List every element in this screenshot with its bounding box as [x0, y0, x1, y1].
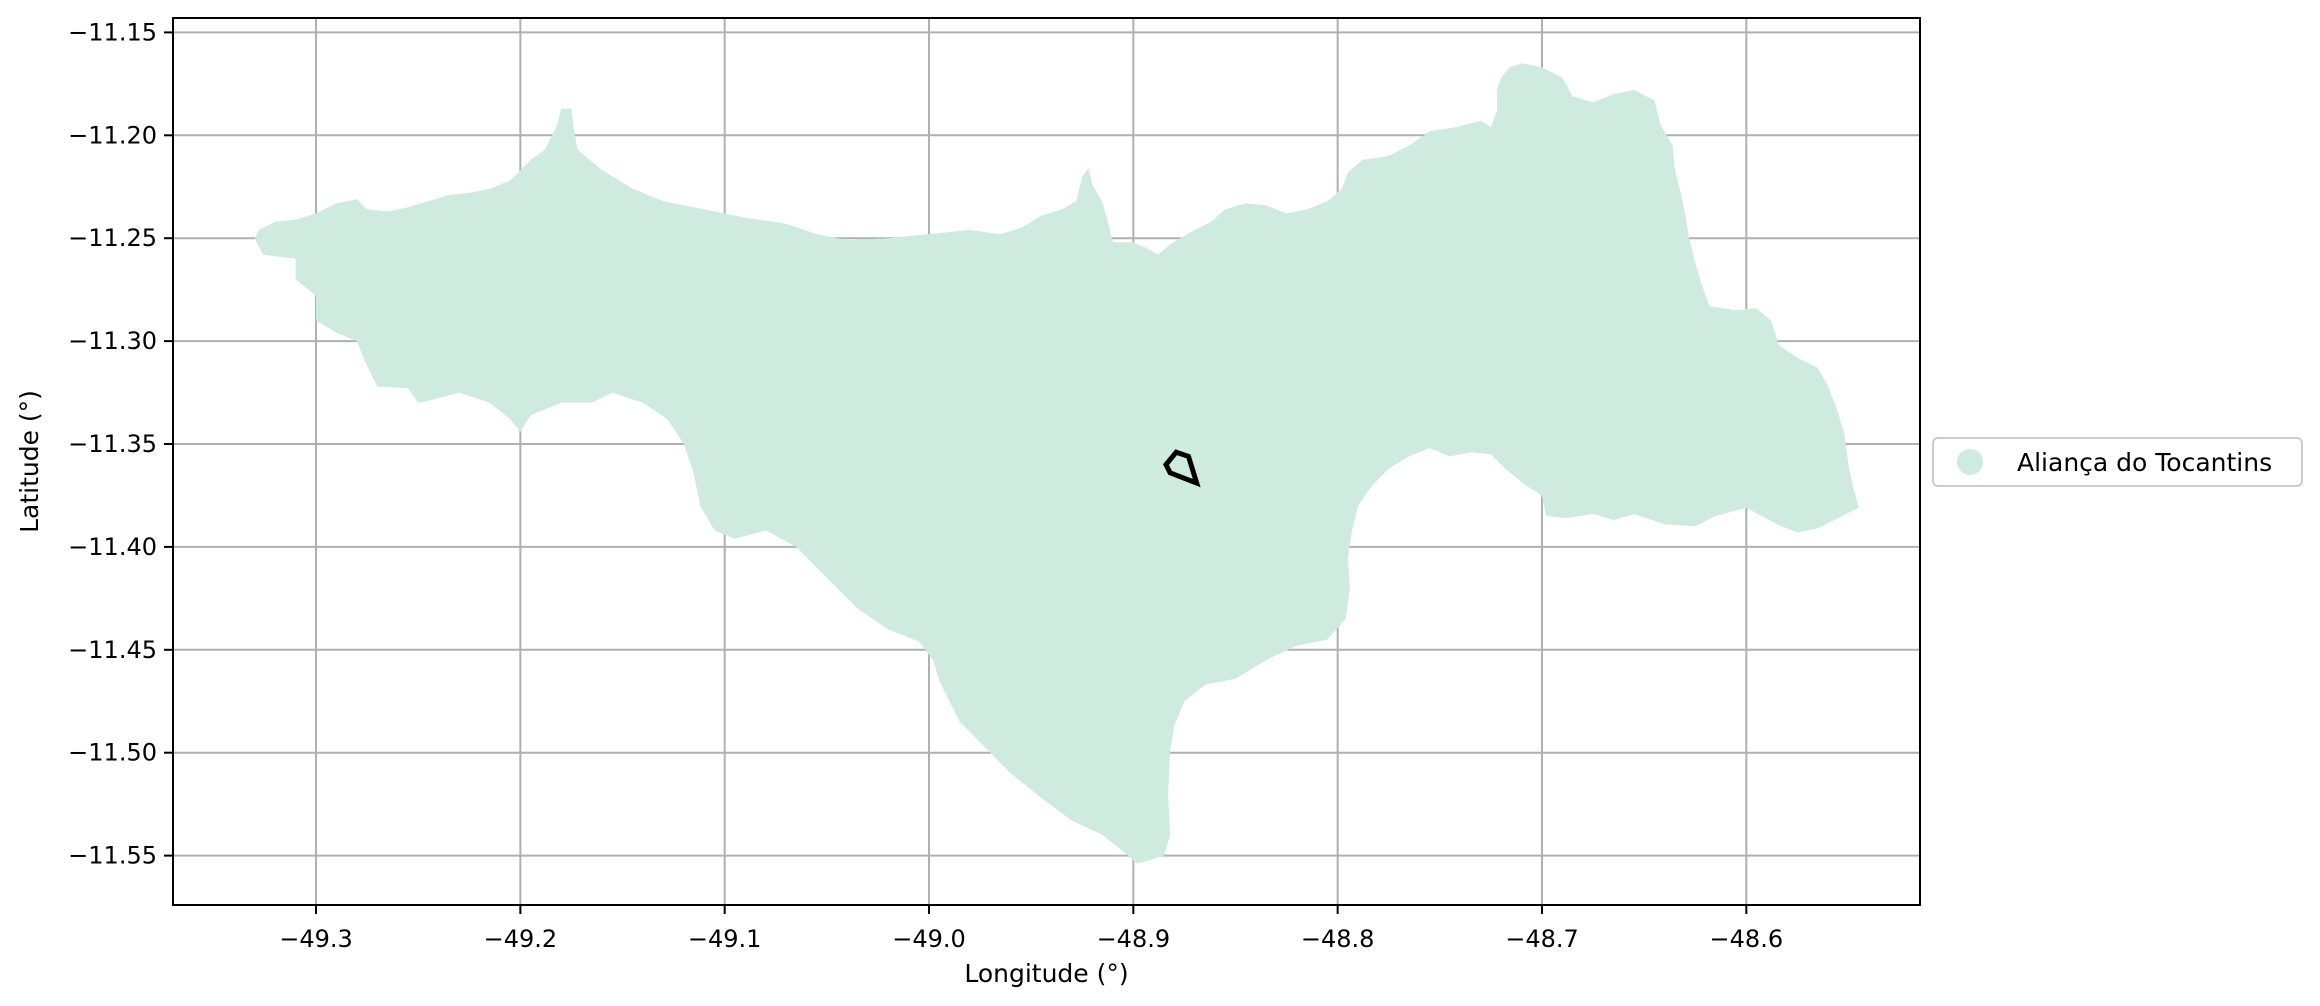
x-tick-label: −49.1 [688, 925, 762, 953]
y-tick-label: −11.15 [68, 18, 157, 46]
x-tick-label: −48.6 [1710, 925, 1784, 953]
highlight-outline [1163, 449, 1201, 488]
legend-label: Aliança do Tocantins [2017, 448, 2272, 477]
y-tick-label: −11.50 [68, 739, 157, 767]
legend-marker [1957, 449, 1983, 475]
legend: Aliança do Tocantins [1932, 437, 2303, 487]
x-tick-label: −48.8 [1301, 925, 1375, 953]
axes-frame [172, 17, 1921, 906]
axes-frame-layer [172, 17, 1921, 906]
x-axis-ticks: −49.3 −49.2 −49.1 −49.0 −48.9 −48.8 −48.7 −48.6 [279, 905, 1783, 953]
y-tick-label: −11.30 [68, 327, 157, 355]
y-tick-label: −11.45 [68, 636, 157, 664]
x-axis-title: Longitude (°) [964, 959, 1128, 988]
y-tick-label: −11.20 [68, 121, 157, 149]
x-tick-label: −48.7 [1505, 925, 1579, 953]
y-tick-label: −11.40 [68, 533, 157, 561]
x-tick-label: −48.9 [1097, 925, 1171, 953]
x-tick-label: −49.3 [279, 925, 353, 953]
x-tick-label: −49.2 [484, 925, 558, 953]
legend-box [1932, 437, 2303, 487]
region-layer [254, 63, 1859, 864]
municipality-polygon [254, 63, 1859, 864]
y-tick-label: −11.35 [68, 430, 157, 458]
y-tick-label: −11.25 [68, 224, 157, 252]
y-axis-title: Latitude (°) [15, 390, 44, 533]
y-tick-label: −11.55 [68, 842, 157, 870]
y-axis-ticks: −11.15 −11.20 −11.25 −11.30 −11.35 −11.40 −11.… [68, 18, 173, 870]
x-tick-label: −49.0 [892, 925, 966, 953]
